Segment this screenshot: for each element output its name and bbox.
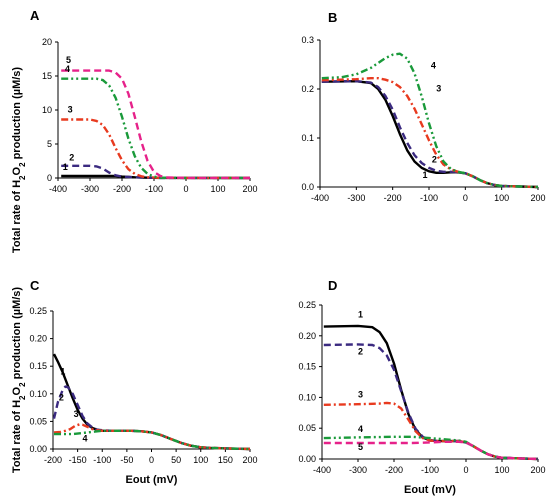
series-line-5 (61, 69, 251, 180)
x-tick-label: 50 (171, 455, 181, 465)
series-label-4: 4 (65, 64, 70, 74)
series-line-2 (323, 343, 539, 461)
y-tick-label: 0.3 (301, 35, 314, 45)
series-label-3: 3 (68, 105, 73, 115)
series-label-4: 4 (358, 424, 363, 434)
x-tick-label: -200 (44, 455, 62, 465)
y-tick-label: 0.05 (29, 416, 47, 426)
x-tick-label: -50 (120, 455, 133, 465)
x-tick-label: 100 (494, 193, 509, 203)
x-tick-label: -200 (385, 465, 403, 475)
ylabel-top: Total rate of H2O2 production (µM/s) (11, 67, 27, 253)
series-label-2: 2 (358, 346, 363, 356)
x-tick-label: -400 (313, 465, 331, 475)
y-tick-label: 0.20 (29, 334, 47, 344)
x-tick-label: -300 (347, 193, 365, 203)
x-tick-label: 0 (463, 465, 468, 475)
panel-letter: D (328, 278, 337, 293)
series-label-5: 5 (66, 55, 71, 65)
x-tick-label: -300 (349, 465, 367, 475)
series-line-1 (321, 80, 539, 189)
x-tick-label: 100 (494, 465, 509, 475)
series-label-2: 2 (69, 152, 74, 162)
x-tick-label: 0 (183, 184, 188, 194)
x-tick-label: 0 (149, 455, 154, 465)
series-line-4 (61, 77, 251, 180)
x-tick-label: -400 (311, 193, 329, 203)
y-tick-label: 0.05 (298, 423, 316, 433)
x-tick-label: -200 (113, 184, 131, 194)
series-label-5: 5 (358, 442, 363, 452)
series-label-2: 2 (59, 392, 64, 402)
x-tick-label: -150 (69, 455, 87, 465)
y-tick-label: 0.20 (298, 331, 316, 341)
series-line-5 (323, 440, 539, 461)
x-tick-label: -100 (421, 465, 439, 475)
series-line-3 (321, 77, 539, 189)
series-label-4: 4 (83, 433, 88, 443)
y-tick-label: 0.0 (301, 182, 314, 192)
series-label-3: 3 (436, 83, 441, 93)
series-label-3: 3 (358, 389, 363, 399)
x-tick-label: 0 (463, 193, 468, 203)
y-tick-label: 20 (42, 37, 52, 47)
x-tick-label: -400 (49, 184, 67, 194)
panel-B: 0.0 0.1 0.2 0.3 -400 -300 -200 -100 0 100 200 B 12 3 4 (301, 10, 545, 203)
series-label-1: 1 (60, 366, 65, 376)
x-tick-label: 200 (530, 465, 545, 475)
x-tick-label: 100 (193, 455, 208, 465)
x-tick-label: -100 (93, 455, 111, 465)
y-tick-label: 0.1 (301, 133, 314, 143)
x-tick-label: 200 (530, 193, 545, 203)
ylabel-bottom: Total rate of H2O2 production (µM/s) (11, 287, 27, 473)
panel-C: 0.00 0.05 0.10 0.15 0.20 0.25 -200 -150 -100 -50 0… (29, 278, 257, 486)
series-line-3 (323, 401, 539, 461)
x-tick-label: -100 (420, 193, 438, 203)
y-tick-label: 15 (42, 71, 52, 81)
series-label-2: 2 (432, 155, 437, 165)
series-label-1: 1 (63, 162, 68, 172)
y-tick-label: 0.2 (301, 84, 314, 94)
x-axis-label: Eout (mV) (404, 484, 456, 496)
x-tick-label: 200 (242, 455, 257, 465)
x-axis-label: Eout (mV) (126, 474, 178, 486)
x-tick-label: 200 (242, 184, 257, 194)
x-tick-label: -200 (384, 193, 402, 203)
y-tick-label: 0.10 (29, 389, 47, 399)
y-tick-label: 5 (47, 139, 52, 149)
panel-D: 0.00 0.05 0.10 0.15 0.20 0.25 -400 -300 -200 -100… (298, 278, 545, 496)
x-tick-label: -300 (81, 184, 99, 194)
y-tick-label: 0.00 (298, 454, 316, 464)
y-tick-label: 0.10 (298, 392, 316, 402)
y-tick-label: 0.00 (29, 444, 47, 454)
series-label-3: 3 (74, 409, 79, 419)
y-tick-label: 0 (47, 173, 52, 183)
series-label-1: 1 (358, 309, 363, 319)
x-tick-label: 150 (218, 455, 233, 465)
y-tick-label: 10 (42, 105, 52, 115)
x-tick-label: -100 (145, 184, 163, 194)
panel-letter: B (328, 10, 337, 25)
y-tick-label: 0.15 (298, 362, 316, 372)
panel-letter: A (30, 8, 40, 23)
y-tick-label: 0.15 (29, 361, 47, 371)
series-label-1: 1 (422, 170, 427, 180)
panel-letter: C (30, 278, 40, 293)
x-tick-label: 100 (210, 184, 225, 194)
series-line-3 (61, 118, 251, 180)
y-tick-label: 0.25 (29, 306, 47, 316)
y-tick-label: 0.25 (298, 300, 316, 310)
series-label-4: 4 (431, 60, 436, 70)
